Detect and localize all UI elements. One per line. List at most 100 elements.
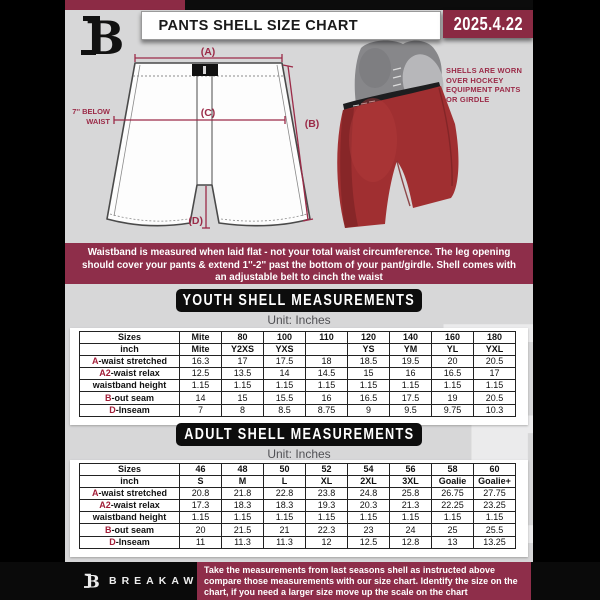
date-badge: 2025.4.22 — [443, 10, 533, 38]
measurement-cell: 9.75 — [431, 403, 474, 417]
measurement-cell: Mite — [179, 330, 222, 345]
measurement-cell: 22.8 — [263, 487, 306, 501]
row-label: waistband height — [79, 379, 180, 393]
table-row: D-Inseam 11 11.3 11.3 12 12.5 12.8 13 13.25 — [79, 535, 516, 549]
adult-section-header: ADULT SHELL MEASUREMENTS — [176, 423, 422, 446]
measurement-cell: 23.25 — [473, 499, 516, 513]
row-label: A2-waist relax — [79, 367, 180, 381]
measurement-cell: 11.3 — [221, 535, 264, 549]
measurement-cell: 50 — [263, 462, 306, 477]
below-waist-note-line1: 7'' BELOW — [72, 107, 111, 116]
measurement-cell: 20.5 — [473, 355, 516, 369]
page-title-box: PANTS SHELL SIZE CHART — [141, 11, 441, 40]
measurement-cell: 12.5 — [179, 367, 222, 381]
document-body: B PANTS SHELL SIZE CHART 2025.4.22 — [65, 0, 533, 562]
measurement-cell: 1.15 — [221, 379, 264, 393]
measurement-cell: 20 — [179, 523, 222, 537]
measurement-cell: 1.15 — [305, 511, 348, 525]
measurement-cell: 17 — [221, 355, 264, 369]
measurement-cell: 9.5 — [389, 403, 432, 417]
youth-measurements-table: Sizes Mite 80 100 110 120 140 160 180 inch Mite Y2X… — [79, 330, 516, 417]
measurement-cell: M — [221, 475, 264, 489]
row-label: A2-waist relax — [79, 499, 180, 513]
measurement-cell: 27.75 — [473, 487, 516, 501]
measurement-cell: 21.3 — [389, 499, 432, 513]
svg-text:B: B — [86, 572, 100, 591]
measurement-cell: 100 — [263, 330, 306, 345]
table-row: A-waist stretched 16.3 17 17.5 18 18.5 19.5 20 2… — [79, 355, 516, 369]
measurement-cell: 52 — [305, 462, 348, 477]
measurement-cell: 16.5 — [431, 367, 474, 381]
measurement-cell: 120 — [347, 330, 390, 345]
measurement-cell: 20.8 — [179, 487, 222, 501]
measurement-cell: 2XL — [347, 475, 390, 489]
shorts-outline — [106, 62, 311, 227]
measurement-cell: 19 — [431, 391, 474, 405]
measurement-cell: 48 — [221, 462, 264, 477]
measurement-cell: 14 — [179, 391, 222, 405]
measure-d-line — [202, 186, 210, 229]
table-row: inch Mite Y2XS YXS YS YM YL YXL — [79, 343, 516, 357]
row-label: Sizes — [79, 330, 180, 345]
measurement-cell: 24 — [389, 523, 432, 537]
measure-a-line — [134, 54, 283, 62]
label-d: (D) — [188, 215, 203, 227]
table-row: B-out seam 20 21.5 21 22.3 23 24 25 25.5 — [79, 523, 516, 537]
measurement-cell: 180 — [473, 330, 516, 345]
measurement-cell: 1.15 — [473, 379, 516, 393]
measurement-cell: 16.5 — [347, 391, 390, 405]
table-row: D-Inseam 7 8 8.5 8.75 9 9.5 9.75 10.3 — [79, 403, 516, 417]
measurement-cell: L — [263, 475, 306, 489]
measurement-cell: 10.3 — [473, 403, 516, 417]
measurement-cell: Goalie — [431, 475, 474, 489]
row-label-letter: D — [109, 404, 116, 415]
row-label: B-out seam — [79, 391, 180, 405]
measurement-cell: 25.8 — [389, 487, 432, 501]
table-row: A2-waist relax 12.5 13.5 14 14.5 15 16 16.5 17 — [79, 367, 516, 381]
table-row: A-waist stretched 20.8 21.8 22.8 23.8 24.8 25.… — [79, 487, 516, 501]
table-row: Sizes Mite 80 100 110 120 140 160 180 — [79, 330, 516, 345]
measurement-cell: 46 — [179, 462, 222, 477]
measurement-cell: 15 — [221, 391, 264, 405]
row-label: D-Inseam — [79, 403, 180, 417]
measurement-cell: 20.5 — [473, 391, 516, 405]
measurement-cell: 11 — [179, 535, 222, 549]
measurement-cell: YS — [347, 343, 390, 357]
measurement-cell: 16 — [389, 367, 432, 381]
measurement-cell: 1.15 — [347, 511, 390, 525]
breakaway-logo-icon: B — [84, 572, 100, 591]
measurement-cell: 1.15 — [389, 379, 432, 393]
row-label-letter: D — [109, 536, 116, 547]
measurement-cell: 17.5 — [263, 355, 306, 369]
measurement-cell: 110 — [305, 330, 348, 345]
row-label: inch — [79, 343, 180, 357]
measurement-cell: YL — [431, 343, 474, 357]
youth-heading: YOUTH SHELL MEASUREMENTS — [182, 291, 416, 309]
measurement-cell: 80 — [221, 330, 264, 345]
measurement-cell: 16 — [305, 391, 348, 405]
measurement-cell: 14 — [263, 367, 306, 381]
photo-caption: SHELLS ARE WORN OVER HOCKEY EQUIPMENT PA… — [446, 66, 523, 104]
measurement-cell: 17.3 — [179, 499, 222, 513]
measurement-cell: 54 — [347, 462, 390, 477]
measurement-cell: 22.3 — [305, 523, 348, 537]
label-b: (B) — [305, 118, 320, 130]
measurement-cell: 16.3 — [179, 355, 222, 369]
measurement-cell: 58 — [431, 462, 474, 477]
table-row: A2-waist relax 17.3 18.3 18.3 19.3 20.3 21.3 22… — [79, 499, 516, 513]
label-a: (A) — [201, 46, 216, 58]
measurement-cell: 140 — [389, 330, 432, 345]
adult-heading: ADULT SHELL MEASUREMENTS — [183, 425, 415, 443]
footer-bar: B BREAKAWAY Take the measurements from l… — [0, 562, 600, 600]
measurement-cell: 60 — [473, 462, 516, 477]
measurement-cell: 18.3 — [263, 499, 306, 513]
row-label-letter: B — [104, 392, 112, 403]
row-label-letter: A — [91, 356, 99, 367]
measurement-cell: 21.8 — [221, 487, 264, 501]
measurement-cell: 1.15 — [221, 511, 264, 525]
measurement-cell: 1.15 — [179, 511, 222, 525]
measurement-cell: 1.15 — [473, 511, 516, 525]
measurement-cell: 25 — [431, 523, 474, 537]
row-label: Sizes — [79, 462, 180, 477]
row-label: inch — [79, 475, 180, 489]
